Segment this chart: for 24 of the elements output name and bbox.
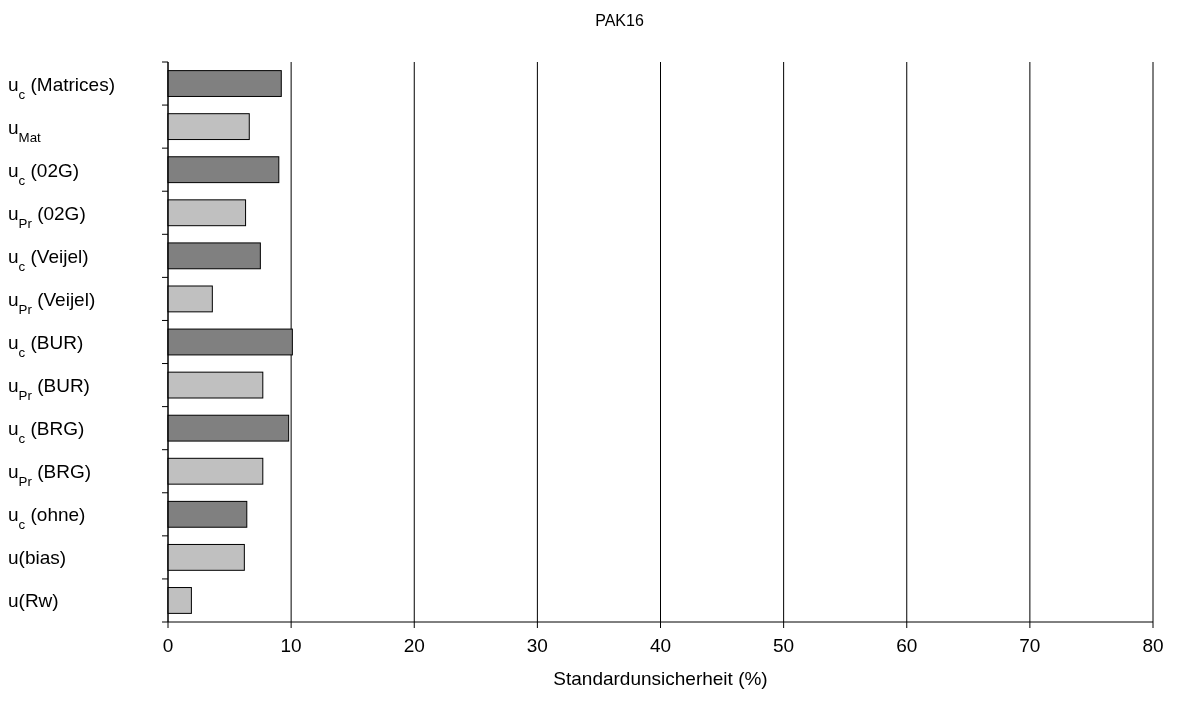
y-tick-label: u$_{c}$ (ohne) <box>8 504 86 532</box>
y-tick-label: u(bias) <box>8 547 67 569</box>
y-tick-label: u$_{c}$ (Veijel) <box>8 245 89 274</box>
y-tick-label: u$_{c}$ (BRG) <box>8 418 85 446</box>
y-tick-label: u$_{c}$ (BUR) <box>8 332 84 360</box>
y-tick-label: u$_{c}$ (02G) <box>8 159 80 188</box>
y-tick-label: u$_{Pr}$ (BUR) <box>8 375 90 403</box>
y-tick-label: u(Rw) <box>8 590 59 612</box>
y-tick-label: u$_{c}$ (Matrices) <box>8 73 115 102</box>
y-tick-label: u$_{Pr}$ (BRG) <box>8 461 91 489</box>
y-tick-label: u$_{Pr}$ (02G) <box>8 202 86 231</box>
x-tick-label: 80 <box>1142 635 1164 656</box>
x-tick-label: 70 <box>1019 635 1041 656</box>
y-tick-label: u$_{Pr}$ (Veijel) <box>8 288 96 317</box>
x-tick-label: 60 <box>896 635 918 656</box>
x-tick-label: 30 <box>526 635 548 656</box>
x-tick-label: 50 <box>773 635 795 656</box>
x-tick-label: 0 <box>162 635 174 656</box>
x-axis-title: Standardunsicherheit (%) <box>553 668 768 689</box>
x-tick-label: 20 <box>403 635 425 656</box>
y-tick-label: u$_{Mat}$ <box>8 116 42 145</box>
x-tick-label: 40 <box>649 635 672 656</box>
x-tick-label: 10 <box>280 635 302 656</box>
chart-title: PAK16 <box>595 12 644 29</box>
